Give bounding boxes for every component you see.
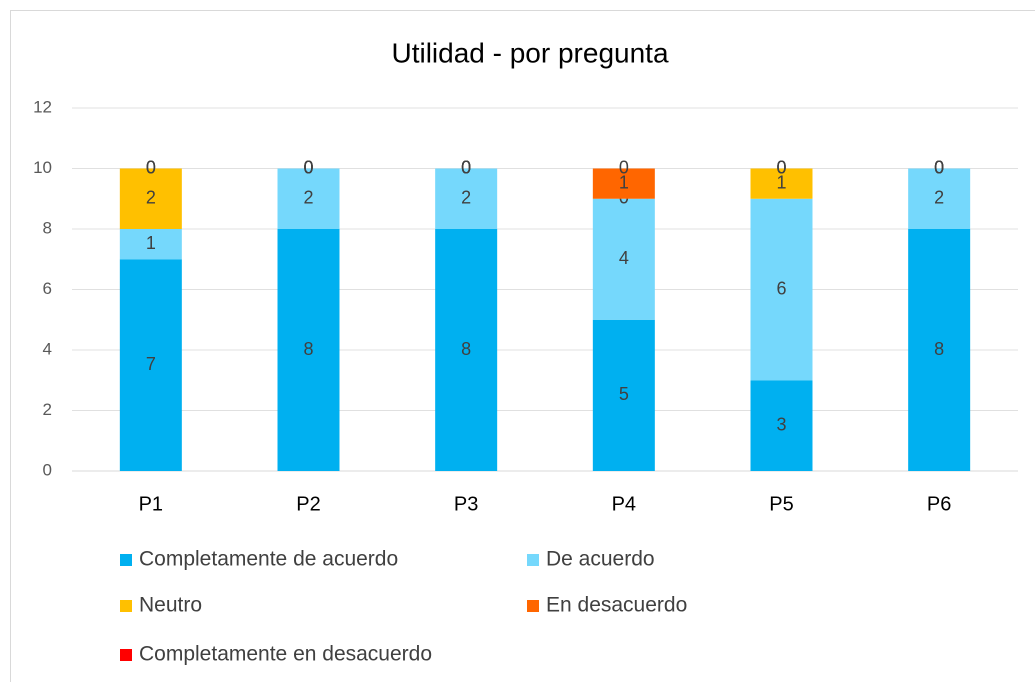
data-label: 4: [619, 248, 629, 268]
data-label: 8: [461, 339, 471, 359]
legend-label: De acuerdo: [546, 548, 655, 571]
legend-label: En desacuerdo: [546, 594, 687, 617]
bar-segment: [277, 168, 340, 229]
data-label: 3: [776, 414, 786, 434]
legend-swatch: [120, 649, 132, 661]
data-label: 2: [934, 188, 944, 208]
legend-swatch: [120, 600, 132, 612]
data-label: 0: [303, 157, 313, 177]
bar-segment: [908, 168, 971, 229]
data-label: 0: [934, 157, 944, 177]
data-label: 0: [461, 157, 471, 177]
bar-segment: [908, 229, 971, 471]
bar-segment: [119, 229, 182, 260]
x-tick-label: P3: [454, 493, 478, 515]
data-label: 2: [461, 188, 471, 208]
data-label: 7: [146, 354, 156, 374]
legend-swatch: [527, 600, 539, 612]
data-label: 2: [146, 188, 156, 208]
data-label: 8: [303, 339, 313, 359]
data-label: 1: [619, 172, 629, 192]
bar-segment: [119, 168, 182, 229]
y-tick-label: 4: [43, 339, 52, 358]
x-tick-label: P4: [612, 493, 636, 515]
y-tick-label: 10: [33, 158, 52, 177]
data-label: 0: [776, 157, 786, 177]
bar-segment: [750, 380, 813, 471]
x-tick-label: P1: [139, 493, 163, 515]
bar-segment: [277, 229, 340, 471]
legend-swatch: [120, 554, 132, 566]
data-label: 1: [146, 233, 156, 253]
x-tick-label: P6: [927, 493, 951, 515]
y-tick-label: 0: [43, 460, 52, 479]
data-label: 0: [776, 157, 786, 177]
data-label: 2: [303, 188, 313, 208]
bar-segment: [435, 229, 498, 471]
y-tick-label: 6: [43, 279, 52, 298]
legend-label: Neutro: [139, 594, 202, 617]
data-label: 0: [934, 157, 944, 177]
data-label: 8: [934, 339, 944, 359]
y-tick-label: 12: [33, 97, 52, 116]
bar-segment: [750, 198, 813, 381]
legend-label: Completamente en desacuerdo: [139, 643, 432, 666]
data-label: 0: [934, 157, 944, 177]
chart-title: Utilidad - por pregunta: [391, 37, 668, 68]
data-label: 6: [776, 278, 786, 298]
data-label: 0: [461, 157, 471, 177]
bar-segment: [750, 168, 813, 199]
bar-segment: [435, 168, 498, 229]
data-label: 0: [303, 157, 313, 177]
y-tick-label: 2: [43, 400, 52, 419]
x-tick-label: P2: [296, 493, 320, 515]
y-tick-label: 8: [43, 218, 52, 237]
data-label: 0: [303, 157, 313, 177]
legend-swatch: [527, 554, 539, 566]
bar-segment: [592, 319, 655, 471]
data-label: 0: [461, 157, 471, 177]
data-label: 0: [146, 157, 156, 177]
bar-segment: [119, 259, 182, 471]
bar-segment: [592, 168, 655, 199]
x-tick-label: P5: [769, 493, 793, 515]
bar-segment: [592, 198, 655, 320]
data-label: 1: [776, 172, 786, 192]
data-label: 0: [146, 157, 156, 177]
data-label: 0: [619, 157, 629, 177]
legend-label: Completamente de acuerdo: [139, 548, 398, 571]
data-label: 5: [619, 384, 629, 404]
